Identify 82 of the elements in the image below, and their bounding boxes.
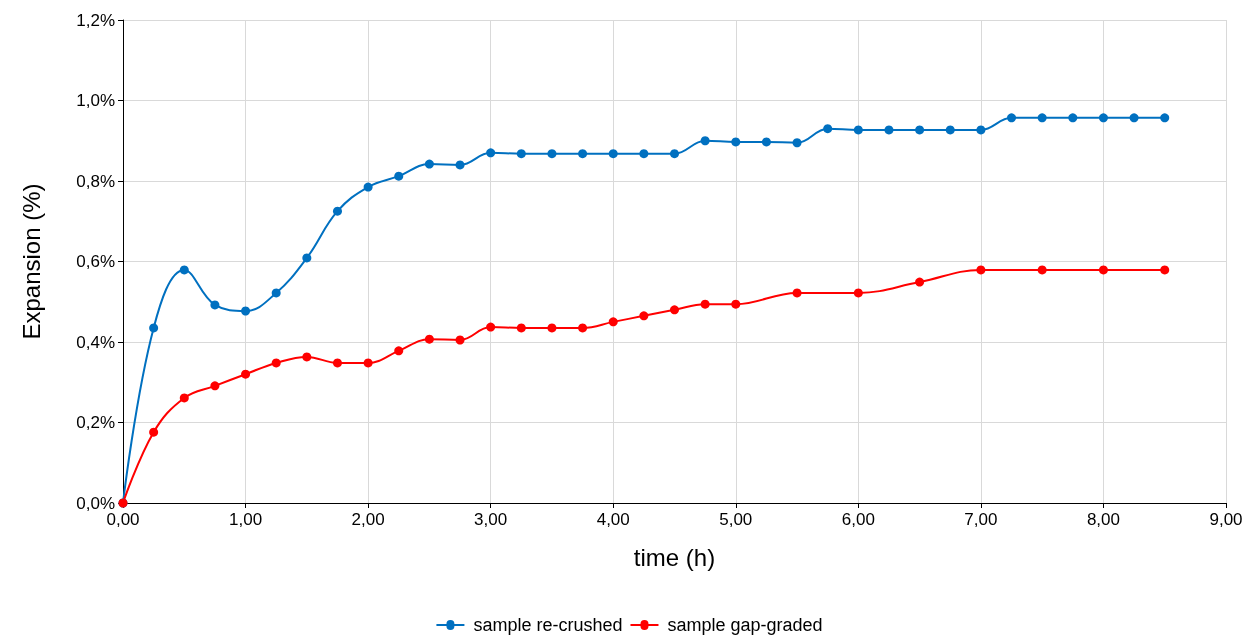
x-tick-label: 6,00 [841,510,875,529]
x-tick-label: 0,00 [106,510,140,529]
point [823,124,833,134]
point [578,149,588,159]
point [976,125,986,135]
point [271,358,281,368]
point [1129,113,1139,123]
x-axis-title: time (h) [633,543,716,571]
point [1037,113,1047,123]
point [976,265,986,275]
point [1098,113,1108,123]
point [547,323,557,333]
point [363,358,373,368]
point [1160,265,1170,275]
point [1068,113,1078,123]
y-tick-label: 0,6% [76,252,115,271]
point [424,159,434,169]
point [915,125,925,135]
point [302,352,312,362]
point [394,171,404,181]
point [486,322,496,332]
point [884,125,894,135]
y-tick-label: 1,2% [76,10,115,30]
point [424,334,434,344]
x-tick-label: 1,00 [229,510,263,529]
point [1160,113,1170,123]
x-tick-label: 9,00 [1209,510,1243,529]
point [853,288,863,298]
point [241,306,251,316]
y-axis-title: Expansion (%) [17,183,45,340]
y-tick-label: 0,2% [76,413,115,432]
point [241,369,251,379]
point [1007,113,1017,123]
point [731,299,741,309]
legend-label: sample re-crushed [473,615,623,635]
x-tick-label: 2,00 [351,510,385,529]
point [608,317,618,327]
point [670,305,679,315]
point [486,148,496,158]
point [210,300,220,310]
y-tick-label: 0,8% [76,171,115,191]
x-tick-label: 4,00 [596,510,630,529]
point [761,137,771,147]
point [179,393,189,403]
point [792,138,802,148]
point [547,149,557,159]
legend-label: sample gap-graded [667,615,823,635]
point [332,358,342,368]
point [853,125,863,135]
point [149,427,159,437]
point [639,311,649,321]
point [670,149,679,159]
point [516,323,526,333]
point [394,346,404,356]
point [639,149,649,159]
point [149,323,159,333]
x-tick-label: 7,00 [964,510,998,529]
point [578,323,588,333]
point [1098,265,1108,275]
point [731,137,741,147]
x-tick-label: 8,00 [1086,510,1120,529]
point [915,277,925,287]
point [455,335,465,345]
point [210,381,220,391]
point [271,288,281,298]
point [302,253,312,263]
y-tick-label: 1,0% [76,91,115,110]
point [792,288,802,298]
x-tick-label: 3,00 [474,510,508,529]
point [945,125,955,135]
y-tick-label: 0,0% [76,493,115,513]
x-tick-label: 5,00 [719,510,753,529]
point [179,265,189,275]
y-tick-label: 0,4% [76,332,115,352]
point [1037,265,1047,275]
point [700,299,710,309]
point [516,149,526,159]
point [608,149,618,159]
point [455,160,465,170]
point [700,136,710,146]
point [363,182,373,192]
point [332,206,342,216]
